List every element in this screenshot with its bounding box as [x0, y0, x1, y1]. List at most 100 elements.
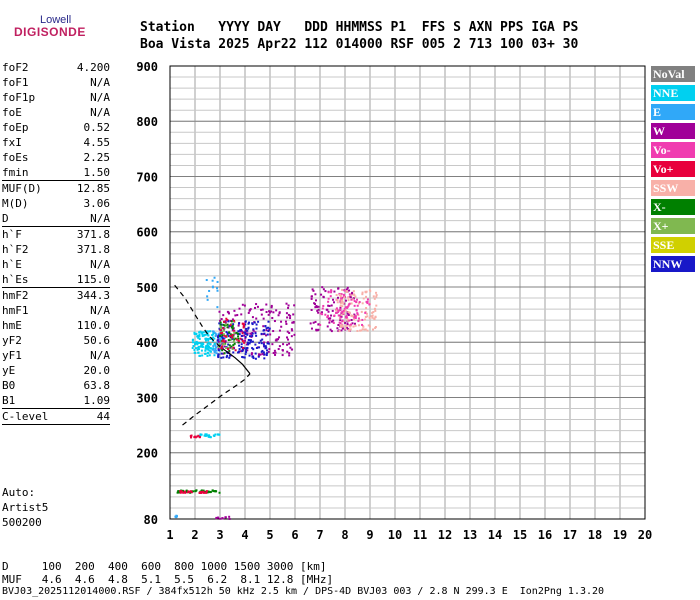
- echo-point: [286, 336, 289, 339]
- echo-point: [239, 330, 242, 333]
- echo-point: [222, 343, 225, 346]
- echo-point: [223, 352, 226, 355]
- echo-point: [211, 286, 214, 289]
- echo-point: [233, 331, 236, 334]
- legend-item-nne: NNE: [651, 85, 695, 101]
- echo-point: [242, 326, 245, 329]
- echo-point: [247, 326, 250, 329]
- echo-point: [321, 286, 324, 289]
- echo-point: [226, 318, 229, 321]
- param-label: hmF1: [2, 304, 29, 317]
- echo-point: [293, 333, 296, 336]
- param-value: 110.0: [76, 319, 110, 332]
- echo-point: [240, 328, 243, 331]
- echo-point: [339, 325, 342, 328]
- echo-point: [212, 330, 215, 333]
- echo-point: [358, 319, 361, 322]
- echo-point: [366, 302, 369, 305]
- echo-point: [246, 349, 249, 352]
- echo-point: [262, 329, 265, 332]
- echo-point: [250, 353, 253, 356]
- echo-point: [319, 323, 322, 326]
- echo-point: [241, 332, 244, 335]
- x-tick-label: 16: [538, 528, 552, 542]
- param-value: 44: [96, 410, 110, 423]
- echo-point: [228, 517, 231, 520]
- echo-point: [239, 337, 242, 340]
- footer-muf: MUF 4.6 4.6 4.8 5.1 5.5 6.2 8.1 12.8 [MH…: [2, 573, 334, 586]
- echo-point: [222, 356, 225, 359]
- echo-point: [341, 320, 344, 323]
- echo-point: [245, 347, 248, 350]
- echo-point: [355, 309, 358, 312]
- echo-point: [260, 342, 263, 345]
- echo-point: [358, 301, 361, 304]
- echo-point: [238, 344, 241, 347]
- echo-point: [181, 490, 184, 493]
- echo-point: [361, 302, 364, 305]
- echo-point: [337, 309, 340, 312]
- echo-point: [233, 320, 236, 323]
- echo-point: [357, 314, 360, 317]
- echo-point: [322, 304, 325, 307]
- echo-point: [255, 334, 258, 337]
- echo-point: [352, 297, 355, 300]
- echo-point: [201, 335, 204, 338]
- echo-point: [190, 435, 193, 438]
- echo-point: [201, 490, 204, 493]
- echo-point: [361, 328, 364, 331]
- param-value: N/A: [90, 106, 110, 119]
- echo-point: [198, 337, 201, 340]
- echo-point: [353, 318, 356, 321]
- echo-point: [340, 300, 343, 303]
- echo-point: [344, 321, 347, 324]
- echo-point: [182, 491, 185, 494]
- echo-point: [267, 320, 270, 323]
- echo-point: [229, 335, 232, 338]
- echo-point: [228, 324, 231, 327]
- echo-point: [355, 301, 358, 304]
- echo-point: [227, 312, 230, 315]
- legend-item-sse: SSE: [651, 237, 695, 253]
- echo-point: [338, 292, 341, 295]
- echo-point: [194, 341, 197, 344]
- echo-point: [243, 356, 246, 359]
- echo-point: [266, 349, 269, 352]
- echo-point: [199, 330, 202, 333]
- echo-point: [233, 309, 236, 312]
- echo-point: [344, 309, 347, 312]
- echo-point: [239, 350, 242, 353]
- param-label: fmin: [2, 166, 29, 179]
- echo-point: [290, 335, 293, 338]
- echo-point: [325, 308, 328, 311]
- echo-point: [370, 315, 373, 318]
- legend-item-ssw: SSW: [651, 180, 695, 196]
- echo-point: [336, 301, 339, 304]
- x-tick-label: 7: [316, 528, 323, 542]
- echo-point: [209, 436, 212, 439]
- echo-point: [212, 333, 215, 336]
- echo-point: [251, 355, 254, 358]
- echo-point: [225, 346, 228, 349]
- echo-point: [265, 303, 268, 306]
- echo-point: [339, 324, 342, 327]
- echo-point: [197, 351, 200, 354]
- param-label: B0: [2, 379, 16, 392]
- echo-point: [282, 343, 285, 346]
- echo-point: [265, 334, 268, 337]
- echo-point: [201, 344, 204, 347]
- echo-point: [373, 297, 376, 300]
- x-tick-label: 10: [388, 528, 402, 542]
- echo-point: [230, 326, 233, 329]
- echo-point: [245, 330, 248, 333]
- echo-point: [218, 491, 221, 494]
- legend-item-nnw: NNW: [651, 256, 695, 272]
- x-tick-label: 5: [266, 528, 273, 542]
- echo-point: [192, 345, 195, 348]
- param-row: h`F 371.8: [2, 227, 110, 242]
- echo-point: [222, 333, 225, 336]
- echo-point: [364, 318, 367, 321]
- echo-point: [310, 308, 313, 311]
- echo-point: [356, 304, 359, 307]
